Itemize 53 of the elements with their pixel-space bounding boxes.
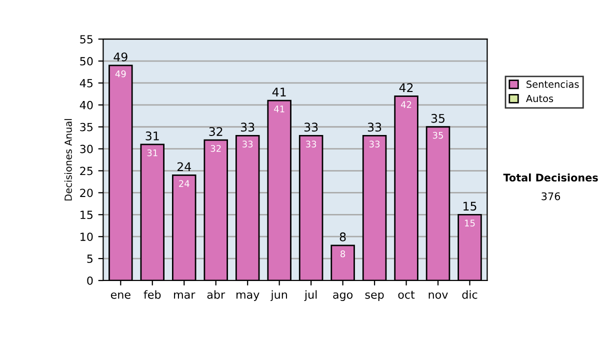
- x-tick-label: abr: [207, 290, 226, 299]
- data-label: 42: [400, 101, 412, 108]
- y-tick-label: 15: [80, 210, 93, 220]
- total-label: 33: [304, 122, 318, 132]
- total-label: 41: [272, 88, 286, 96]
- total-label: 31: [146, 131, 159, 140]
- y-axis-title: Decisiones Anual: [64, 119, 72, 200]
- x-tick-label: dic: [462, 290, 478, 299]
- y-tick-label: 5: [87, 254, 93, 263]
- total-label: 32: [209, 127, 222, 136]
- total-label: 42: [399, 83, 413, 92]
- data-label: 49: [115, 70, 126, 78]
- total-label: 49: [114, 52, 128, 62]
- legend-label: Sentencias: [526, 80, 579, 88]
- total-label: 35: [431, 114, 444, 123]
- x-tick-label: sep: [365, 292, 384, 301]
- x-tick-label: may: [236, 292, 260, 301]
- data-label: 33: [242, 140, 253, 148]
- data-label: 35: [432, 132, 443, 139]
- y-tick-label: 35: [80, 122, 93, 132]
- y-tick-label: 0: [87, 276, 93, 285]
- x-tick-label: oct: [398, 290, 415, 299]
- total-label: 24: [177, 162, 191, 171]
- y-tick-label: 25: [80, 166, 93, 176]
- x-tick-label: jun: [270, 290, 287, 301]
- text: 376: [542, 192, 560, 200]
- data-label: 24: [179, 180, 190, 187]
- data-label: 15: [464, 220, 475, 226]
- x-tick-label: jul: [304, 290, 317, 301]
- total-label: 33: [240, 122, 254, 132]
- total-label: 8: [340, 232, 346, 242]
- y-tick-label: 20: [80, 188, 93, 198]
- total-label: 33: [368, 122, 382, 132]
- y-tick-label: 30: [80, 144, 93, 154]
- data-label: 41: [274, 106, 284, 112]
- total-label: 15: [464, 202, 476, 211]
- x-tick-label: nov: [428, 292, 448, 299]
- data-label: 33: [306, 140, 316, 148]
- x-tick-label: feb: [144, 290, 161, 299]
- x-tick-label: ago: [333, 292, 353, 301]
- y-tick-label: 10: [80, 232, 93, 241]
- x-tick-label: mar: [174, 292, 196, 299]
- y-tick-label: 50: [80, 57, 93, 66]
- y-tick-label: 55: [80, 35, 93, 44]
- y-tick-label: 40: [80, 100, 93, 110]
- data-label: 33: [369, 140, 380, 148]
- legend-label: Autos: [526, 94, 554, 102]
- x-tick-label: ene: [110, 292, 130, 299]
- data-label: 8: [340, 250, 346, 258]
- text: Total Decisiones: [503, 173, 598, 182]
- data-label: 32: [210, 145, 221, 152]
- data-label: 31: [147, 149, 158, 156]
- y-tick-label: 45: [80, 79, 93, 88]
